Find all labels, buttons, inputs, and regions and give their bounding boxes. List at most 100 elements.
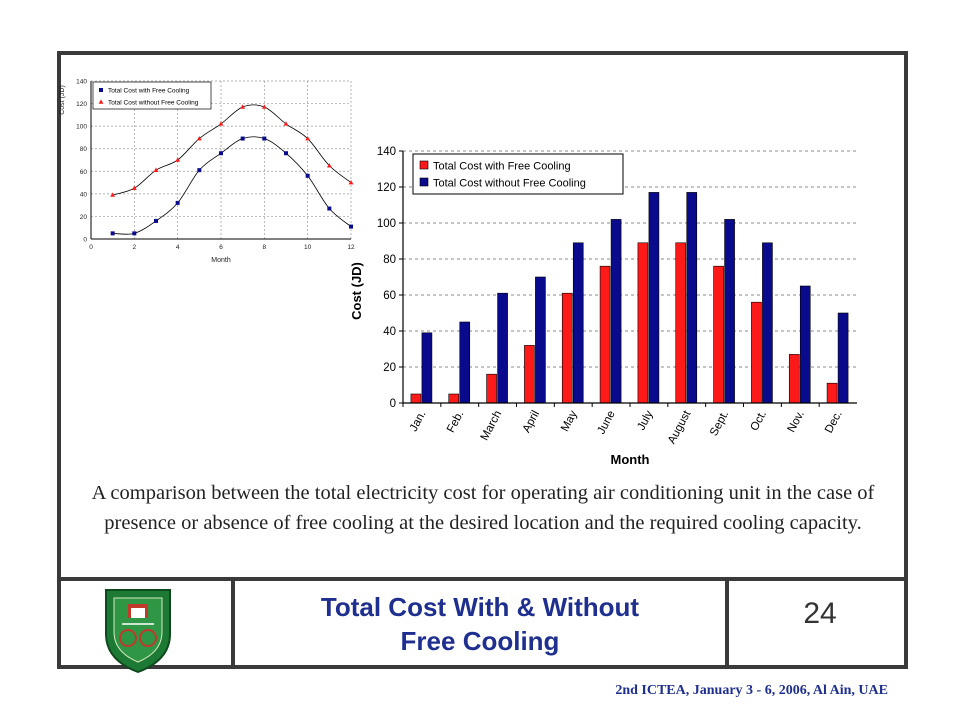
page-number: 24 xyxy=(803,597,837,630)
data-point xyxy=(305,173,310,178)
bar xyxy=(713,265,724,404)
data-point xyxy=(262,136,267,141)
slide-title-line-1: Total Cost With & Without xyxy=(320,592,640,622)
bar xyxy=(637,242,649,404)
university-logo xyxy=(100,584,176,679)
y-tick-label: 80 xyxy=(80,146,88,153)
data-point xyxy=(218,121,224,126)
data-point xyxy=(240,104,246,109)
x-tick-label: March xyxy=(479,409,505,443)
y-tick-label: 0 xyxy=(83,237,87,244)
y-tick-label: 100 xyxy=(76,124,87,131)
x-tick-label: April xyxy=(521,409,542,435)
bar xyxy=(799,285,811,404)
bar-chart: 0 20 40 60 80 100 120 140 Jan. Feb. March April May J… xyxy=(349,146,857,467)
legend-marker xyxy=(98,99,104,104)
data-point xyxy=(131,185,137,191)
x-tick-label: Nov. xyxy=(786,409,807,435)
x-tick-label: Sept. xyxy=(708,409,731,438)
x-tick-label: 4 xyxy=(176,244,180,251)
bar xyxy=(837,312,849,404)
trend-line xyxy=(112,104,352,196)
y-tick-label: 40 xyxy=(383,326,396,338)
data-point xyxy=(154,218,158,223)
footer-divider-right xyxy=(725,579,729,669)
data-point xyxy=(132,231,137,236)
data-point xyxy=(110,192,116,197)
x-tick-label: May xyxy=(559,409,580,434)
legend-label: Total Cost with Free Cooling xyxy=(433,161,571,173)
legend-box xyxy=(92,81,212,110)
bar xyxy=(675,242,687,404)
data-point xyxy=(175,157,181,162)
data-point xyxy=(348,179,354,185)
bar xyxy=(648,192,660,404)
x-tick-label: Dec. xyxy=(823,409,845,436)
y-tick-label: 120 xyxy=(76,101,87,108)
data-point xyxy=(196,135,202,141)
y-tick-label: 140 xyxy=(76,79,87,86)
x-tick-label: June xyxy=(595,409,617,437)
data-point xyxy=(305,135,311,141)
footer-divider xyxy=(57,577,908,581)
scatter-chart: 0 20 40 60 80 100 120 140 0 2 4 6 8 10 12 Month Cost (JD… xyxy=(59,79,355,265)
bar xyxy=(762,242,773,404)
bar xyxy=(448,393,460,404)
bar xyxy=(751,301,762,404)
y-axis-label: Cost (JD) xyxy=(59,85,66,115)
bar xyxy=(686,192,698,404)
x-tick-label: 6 xyxy=(219,244,223,251)
y-tick-label: 140 xyxy=(377,146,396,158)
chart-caption: A comparison between the total electrici… xyxy=(91,482,875,534)
y-tick-label: 40 xyxy=(80,191,88,198)
bar xyxy=(535,276,546,404)
slide-title: Total Cost With & Without Free Cooling xyxy=(235,590,725,658)
bar xyxy=(524,345,535,404)
bar xyxy=(572,242,584,404)
bar xyxy=(459,321,471,404)
slide-frame xyxy=(57,51,908,669)
x-tick-label: 8 xyxy=(263,244,267,251)
data-point xyxy=(175,200,180,205)
legend-label: Total Cost with Free Cooling xyxy=(108,88,190,95)
bar xyxy=(497,292,508,404)
data-point xyxy=(283,121,289,126)
data-point xyxy=(327,206,332,211)
footer-divider-left xyxy=(231,579,235,669)
legend-marker xyxy=(99,88,103,92)
x-axis-label: Month xyxy=(611,452,650,467)
bar xyxy=(410,393,422,404)
y-tick-label: 100 xyxy=(377,218,396,230)
bar xyxy=(421,332,433,404)
data-point xyxy=(219,151,223,156)
data-point xyxy=(326,163,332,168)
trend-line xyxy=(112,136,352,235)
x-tick-label: August xyxy=(666,408,694,446)
bar xyxy=(788,354,800,404)
data-point xyxy=(197,168,202,173)
x-tick-label: 2 xyxy=(133,244,137,251)
data-point xyxy=(349,224,353,229)
legend-box xyxy=(412,153,624,195)
x-axis-label: Month xyxy=(211,257,231,264)
bar xyxy=(561,292,573,404)
legend-marker xyxy=(419,177,429,187)
conference-note: 2nd ICTEA, January 3 - 6, 2006, Al Ain, … xyxy=(615,683,888,698)
x-tick-label: Oct. xyxy=(749,409,769,433)
slide-title-line-2: Free Cooling xyxy=(400,626,560,656)
data-point xyxy=(110,231,115,236)
bar xyxy=(599,265,611,404)
data-point xyxy=(261,104,267,109)
y-tick-label: 60 xyxy=(383,290,396,302)
x-tick-label: 12 xyxy=(347,244,355,251)
x-tick-label: 10 xyxy=(304,244,312,251)
y-tick-label: 20 xyxy=(80,214,88,221)
bar xyxy=(486,373,497,404)
y-tick-label: 120 xyxy=(377,182,396,194)
legend-label: Total Cost without Free Cooling xyxy=(433,178,586,190)
data-point xyxy=(240,136,245,141)
y-axis-label: Cost (JD) xyxy=(349,262,364,320)
bar xyxy=(826,382,838,404)
x-tick-label: Jan. xyxy=(408,409,429,434)
data-point xyxy=(153,167,159,172)
